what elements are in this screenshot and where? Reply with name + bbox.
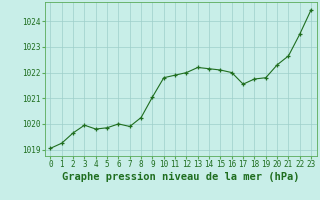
X-axis label: Graphe pression niveau de la mer (hPa): Graphe pression niveau de la mer (hPa)	[62, 172, 300, 182]
